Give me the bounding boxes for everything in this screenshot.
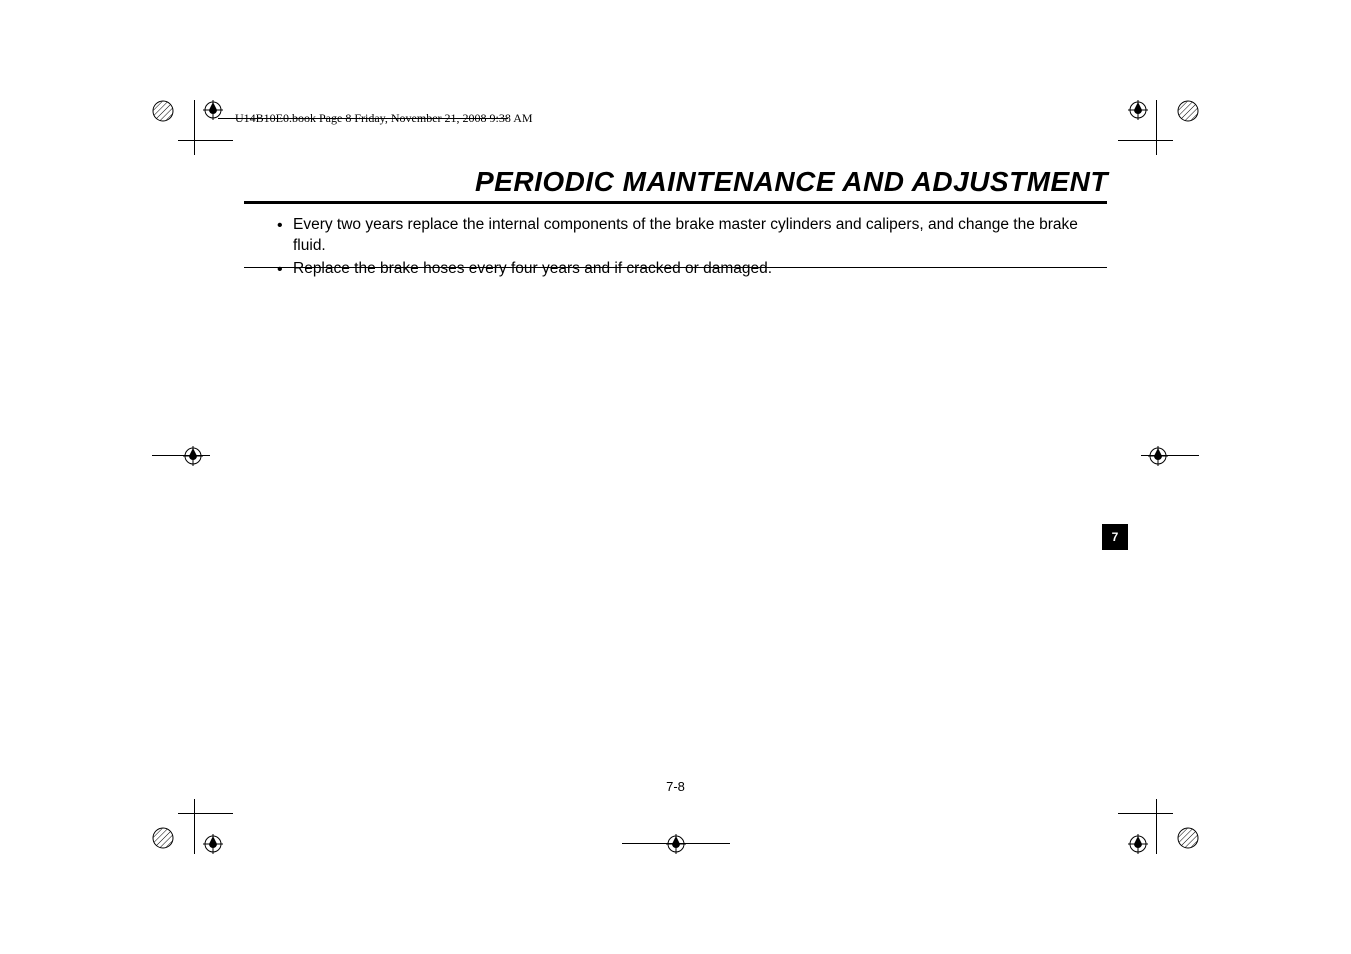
register-mark-hatched-bottom-right [1177,827,1199,854]
register-mark-hatched-top-right [1177,100,1199,127]
page-number: 7-8 [666,779,685,794]
title-rule [244,201,1107,204]
bullet-item: Every two years replace the internal com… [277,215,1107,257]
header-meta-rule [218,118,508,119]
page-title: PERIODIC MAINTENANCE AND ADJUSTMENT [475,166,1108,198]
content-area: Every two years replace the internal com… [277,215,1107,282]
content-rule [244,267,1107,268]
register-mark-hatched-top-left [152,100,174,127]
bullet-list: Every two years replace the internal com… [277,215,1107,280]
bullet-item: Replace the brake hoses every four years… [277,259,1107,280]
chapter-tab: 7 [1102,524,1128,550]
register-mark-hatched-bottom-left [152,827,174,854]
